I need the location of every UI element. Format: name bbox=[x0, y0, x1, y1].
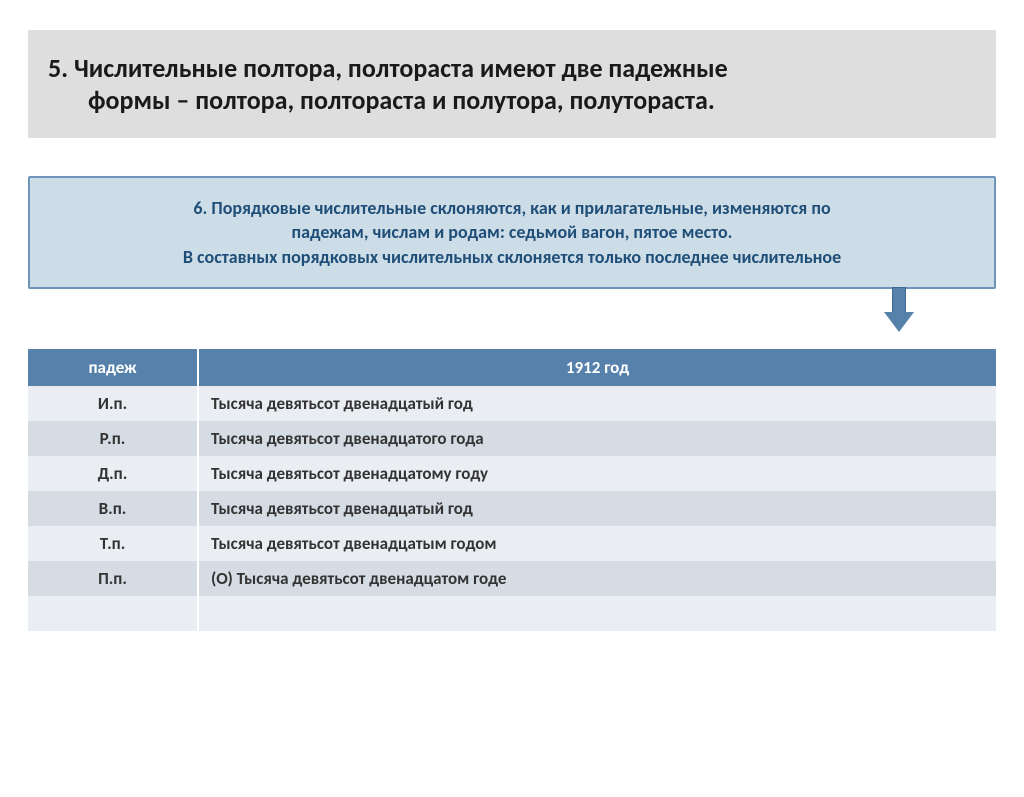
table-row: П.п. (О) Тысяча девятьсот двенадцатом го… bbox=[28, 561, 996, 596]
cell-case: Т.п. bbox=[28, 526, 198, 561]
cell-form: Тысяча девятьсот двенадцатому году bbox=[198, 456, 996, 491]
cell-case: Д.п. bbox=[28, 456, 198, 491]
cell-case: Р.п. bbox=[28, 421, 198, 456]
table-header-row: падеж 1912 год bbox=[28, 349, 996, 386]
table-row: Д.п. Тысяча девятьсот двенадцатому году bbox=[28, 456, 996, 491]
header-year: 1912 год bbox=[198, 349, 996, 386]
cell-form: Тысяча девятьсот двенадцатый год bbox=[198, 491, 996, 526]
cell-case: П.п. bbox=[28, 561, 198, 596]
cell-form: Тысяча девятьсот двенадцатого года bbox=[198, 421, 996, 456]
callout-line-3: В составных порядковых числительных скло… bbox=[48, 245, 976, 269]
cell-case: И.п. bbox=[28, 386, 198, 421]
callout-line-1: 6. Порядковые числительные склоняются, к… bbox=[48, 196, 976, 220]
title-box: 5. Числительные полтора, полтораста имею… bbox=[28, 30, 996, 138]
callout-box: 6. Порядковые числительные склоняются, к… bbox=[28, 176, 996, 289]
table-row bbox=[28, 596, 996, 631]
cell-form: Тысяча девятьсот двенадцатый год bbox=[198, 386, 996, 421]
cell-case bbox=[28, 596, 198, 631]
table-row: Р.п. Тысяча девятьсот двенадцатого года bbox=[28, 421, 996, 456]
declension-table: падеж 1912 год И.п. Тысяча девятьсот две… bbox=[28, 349, 996, 631]
cell-case: В.п. bbox=[28, 491, 198, 526]
table-row: В.п. Тысяча девятьсот двенадцатый год bbox=[28, 491, 996, 526]
header-case: падеж bbox=[28, 349, 198, 386]
table-row: И.п. Тысяча девятьсот двенадцатый год bbox=[28, 386, 996, 421]
table-row: Т.п. Тысяча девятьсот двенадцатым годом bbox=[28, 526, 996, 561]
title-line-1: 5. Числительные полтора, полтораста имею… bbox=[48, 52, 956, 84]
cell-form bbox=[198, 596, 996, 631]
callout-line-2: падежам, числам и родам: седьмой вагон, … bbox=[48, 220, 976, 244]
down-arrow-icon bbox=[884, 287, 914, 335]
cell-form: (О) Тысяча девятьсот двенадцатом годе bbox=[198, 561, 996, 596]
title-line-2: формы – полтора, полтораста и полутора, … bbox=[48, 84, 956, 116]
cell-form: Тысяча девятьсот двенадцатым годом bbox=[198, 526, 996, 561]
